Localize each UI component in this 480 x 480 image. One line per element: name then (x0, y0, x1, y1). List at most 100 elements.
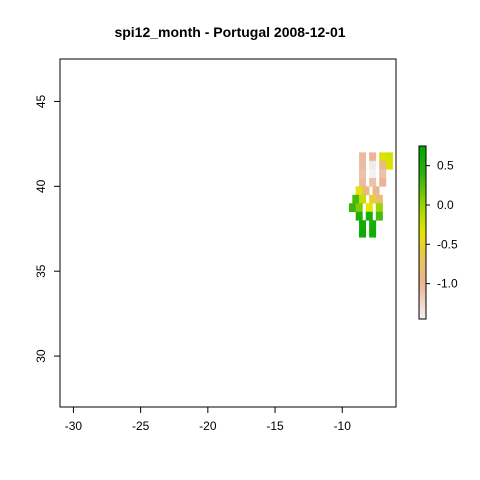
colorbar-segment (419, 252, 426, 256)
colorbar-frame (418, 145, 427, 320)
colorbar-segment (419, 186, 426, 190)
colorbar-segment (419, 269, 426, 274)
colorbar-legend: 0.5 0.0 -0.5 -1.0 (418, 145, 458, 320)
raster-cell (369, 220, 377, 230)
raster-cell (362, 186, 370, 196)
colorbar-segment (419, 148, 426, 153)
colorbar-segment (419, 255, 426, 259)
colorbar-segment (419, 209, 426, 213)
colorbar-segment (419, 235, 426, 239)
chart-title: spi12_month - Portugal 2008-12-01 (114, 24, 345, 40)
colorbar-segment (419, 180, 426, 184)
colorbar-segment (419, 220, 426, 225)
raster-cell (355, 186, 363, 196)
colorbar-segment (419, 284, 426, 288)
raster-cells (348, 152, 393, 238)
colorbar-segment (419, 295, 426, 300)
colorbar-segment (419, 195, 426, 199)
raster-cell (359, 177, 367, 187)
colorbar-segment (419, 278, 426, 282)
x-tick-label: -20 (199, 419, 217, 433)
x-tick-label: -10 (334, 419, 352, 433)
raster-cell (355, 211, 363, 221)
colorbar-segment (419, 151, 426, 156)
raster-cell (379, 160, 387, 170)
colorbar-segment (419, 307, 426, 311)
colorbar-segment (419, 244, 426, 248)
raster-cell (365, 203, 373, 213)
colorbar-segment (419, 238, 426, 242)
x-tick-label: -25 (132, 419, 150, 433)
x-tick-label: -15 (266, 419, 284, 433)
colorbar-segment (419, 264, 426, 268)
colorbar-segment (419, 146, 426, 150)
colorbar-segment (419, 174, 426, 179)
colorbar-segment (419, 298, 426, 303)
colorbar-tick-label: 0.0 (437, 198, 454, 212)
raster-cell (379, 177, 387, 187)
y-axis: 30 35 40 45 (34, 94, 60, 363)
raster-cell (369, 160, 377, 170)
plot-frame (59, 58, 397, 408)
raster-cell (359, 194, 367, 204)
y-tick-label: 40 (34, 179, 48, 193)
colorbar-segment (419, 212, 426, 216)
colorbar-segment (419, 215, 426, 219)
colorbar-segment (419, 293, 426, 297)
colorbar-tick-label: -0.5 (437, 237, 458, 251)
raster-cell (379, 152, 387, 162)
raster-cell (369, 177, 377, 187)
colorbar-tick-label: -1.0 (437, 277, 458, 291)
colorbar-segment (419, 267, 426, 271)
colorbar-segment (419, 166, 426, 170)
colorbar-segment (419, 281, 426, 285)
colorbar-segment (419, 163, 426, 167)
colorbar-segment (419, 218, 426, 222)
raster-cell (359, 228, 367, 238)
colorbar-segment (419, 275, 426, 280)
raster-cell (372, 186, 380, 196)
colorbar-segment (419, 177, 426, 181)
y-tick-label: 35 (34, 264, 48, 278)
colorbar-segment (419, 241, 426, 245)
raster-cell (379, 169, 387, 179)
raster-cell (359, 160, 367, 170)
colorbar-segment (419, 249, 426, 254)
colorbar-segment (419, 313, 426, 317)
colorbar-segment (419, 258, 426, 262)
colorbar-segment (419, 232, 426, 236)
colorbar-segment (419, 246, 426, 251)
colorbar-segment (419, 157, 426, 161)
colorbar-tick-label: 0.5 (437, 159, 454, 173)
raster-cell (375, 203, 383, 213)
raster-cell (359, 220, 367, 230)
raster-cell (369, 228, 377, 238)
raster-cell (359, 169, 367, 179)
colorbar-segment (419, 192, 426, 196)
colorbar-segment (419, 200, 426, 205)
colorbar-segment (419, 304, 426, 308)
colorbar-segment (419, 160, 426, 164)
y-tick-label: 30 (34, 349, 48, 363)
colorbar-segment (419, 290, 426, 294)
colorbar-segment (419, 169, 426, 173)
colorbar-segment (419, 206, 426, 210)
colorbar-segment (419, 310, 426, 314)
colorbar-segment (419, 183, 426, 187)
raster-cell (365, 211, 373, 221)
x-axis: -30 -25 -20 -15 -10 (65, 407, 351, 433)
raster-cell (375, 194, 383, 204)
colorbar-segment (419, 261, 426, 265)
colorbar-segment (419, 301, 426, 305)
colorbar-segment (419, 226, 426, 231)
raster-cell (348, 203, 356, 213)
raster-cell (375, 211, 383, 221)
colorbar-segment (419, 223, 426, 228)
raster-cell (385, 152, 393, 162)
colorbar-segment (419, 197, 426, 202)
raster-cell (369, 169, 377, 179)
x-tick-label: -30 (65, 419, 83, 433)
raster-cell (352, 194, 360, 204)
raster-cell (355, 203, 363, 213)
